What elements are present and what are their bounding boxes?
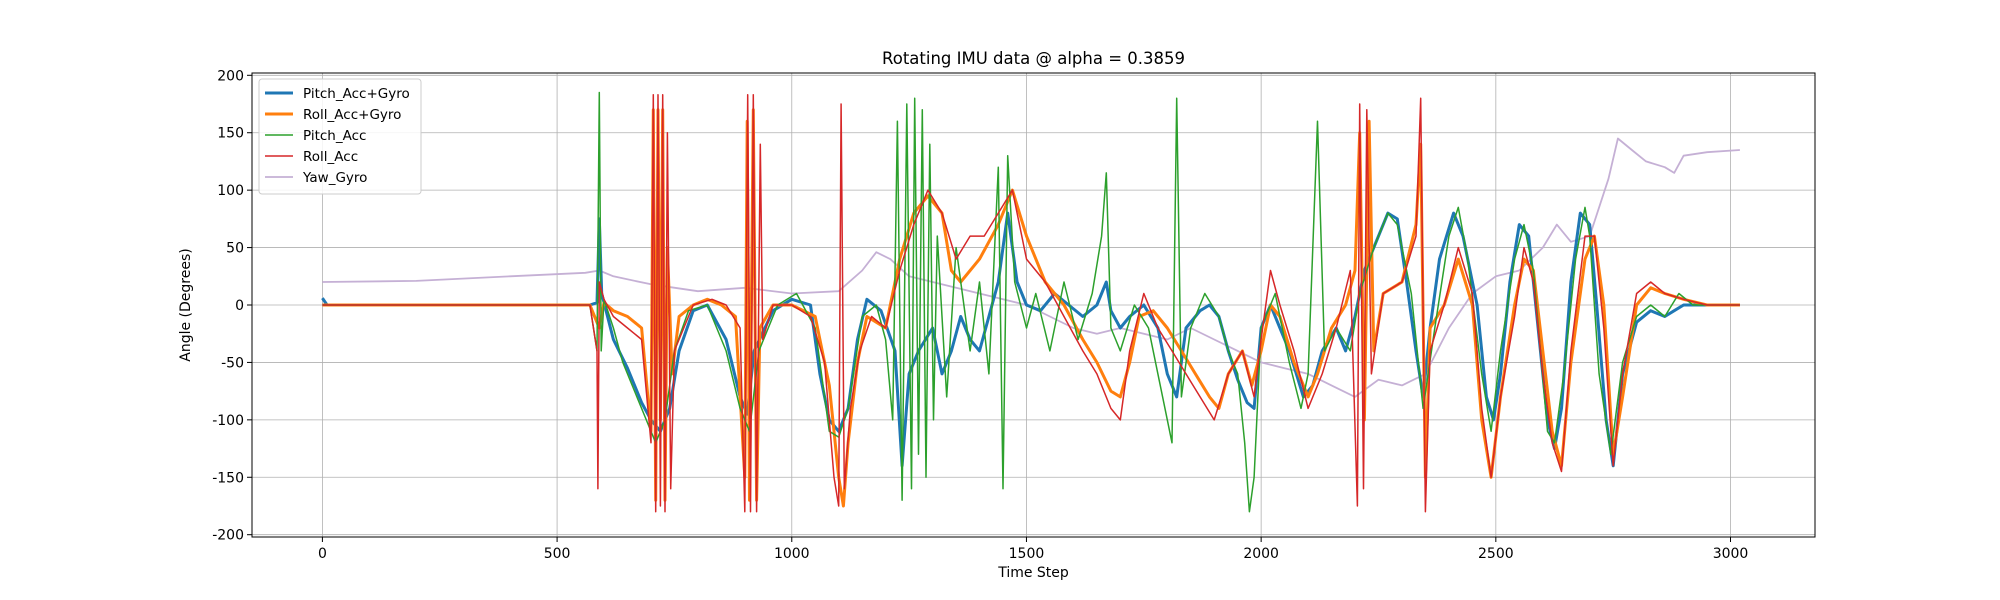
x-tick-label: 2000	[1243, 546, 1279, 562]
y-tick-label: 150	[217, 126, 244, 142]
x-tick-label: 3000	[1713, 546, 1749, 562]
series-line-yaw-gyro	[322, 137, 1740, 398]
series-line-pitch-acc	[322, 91, 1740, 513]
x-tick-label: 0	[318, 546, 327, 562]
x-tick-label: 500	[544, 546, 571, 562]
legend-label: Roll_Acc+Gyro	[303, 107, 401, 123]
y-tick-label: -150	[212, 470, 244, 486]
legend: Pitch_Acc+Gyro Roll_Acc+Gyro Pitch_Acc Roll…	[258, 78, 422, 195]
legend-label: Pitch_Acc	[303, 128, 366, 144]
series-layer	[321, 91, 1740, 513]
y-tick-label: 0	[235, 298, 244, 314]
y-tick-label: -50	[221, 355, 244, 371]
chart-title: Rotating IMU data @ alpha = 0.3859	[882, 49, 1185, 68]
y-tick-label: 50	[226, 241, 244, 257]
axis-ticks: 0 500 1000 1500 2000 2500 3000 -200 -150 -100 -50 0…	[212, 68, 1748, 562]
y-axis-label: Angle (Degrees)	[178, 248, 194, 361]
x-tick-label: 2500	[1478, 546, 1514, 562]
legend-label: Pitch_Acc+Gyro	[303, 86, 410, 102]
x-tick-label: 1500	[1009, 546, 1045, 562]
series-line-roll-acc	[322, 94, 1740, 513]
x-axis-label: Time Step	[997, 565, 1069, 581]
y-tick-label: 200	[217, 68, 244, 84]
y-tick-label: -200	[212, 528, 244, 544]
legend-label: Yaw_Gyro	[302, 170, 367, 186]
grid-lines	[252, 73, 1815, 537]
series-line-pitch-acc-gyro	[321, 211, 1740, 468]
legend-label: Roll_Acc	[303, 149, 358, 165]
y-tick-label: -100	[212, 413, 244, 429]
legend-box	[258, 78, 422, 195]
x-tick-label: 1000	[774, 546, 810, 562]
y-tick-label: 100	[217, 183, 244, 199]
